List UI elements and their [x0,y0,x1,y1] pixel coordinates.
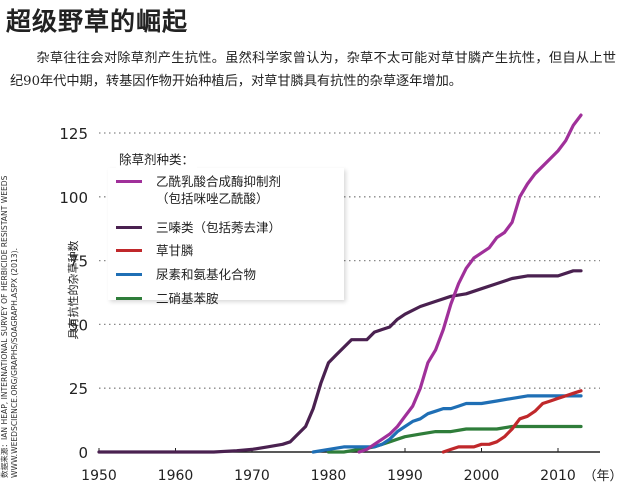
y-tick-label-50: 50 [69,316,88,334]
intro-paragraph: 杂草往往会对除草剂产生抗性。虽然科学家曾认为，杂草不太可能对草甘膦产生抗性，但自… [10,51,616,89]
x-tick-label-1960: 1960 [158,468,194,484]
series-line-1 [97,269,583,454]
gridlines [99,132,600,389]
x-tick-label-1980: 1980 [311,468,347,484]
x-tick-label-1990: 1990 [387,468,423,484]
legend-swatch-0 [116,180,142,183]
axes: 0 25 50 75 100 125 1950 1960 1970 1980 1990 2000 201… [59,125,622,484]
x-tick-label-2000: 2000 [464,468,500,484]
y-tick-label-100: 100 [59,189,88,207]
legend-label-0: 乙酰乳酸合成酶抑制剂 （包括咪唑乙酰酸） [156,174,282,206]
y-tick-label-75: 75 [69,253,88,271]
legend-label-2: 草甘膦 [156,243,194,258]
y-tick-label-0: 0 [78,444,88,462]
page-title: 超级野草的崛起 [6,7,189,36]
legend-swatch-1 [116,226,142,229]
x-tick-label-2010: 2010 [540,468,576,484]
legend-swatch-3 [116,273,142,276]
x-axis-unit-label: （年） [583,469,622,484]
legend-title: 除草剂种类： [116,149,198,168]
series-line-2 [441,389,583,454]
legend [108,168,344,300]
x-tick-label-1970: 1970 [234,468,270,484]
legend-label-line2-0: （包括咪唑乙酰酸） [156,191,269,206]
legend-label-3: 尿素和氨基化合物 [156,267,257,282]
legend-swatch-2 [116,249,142,252]
legend-label-1: 三嗪类（包括莠去津） [156,220,282,235]
y-tick-label-125: 125 [59,125,88,143]
legend-swatch-4 [116,297,142,300]
series-layer [97,113,583,454]
legend-label-4: 二硝基苯胺 [156,291,219,306]
series-line-0 [357,113,583,454]
y-tick-label-25: 25 [69,380,88,398]
x-tick-label-1950: 1950 [81,468,117,484]
